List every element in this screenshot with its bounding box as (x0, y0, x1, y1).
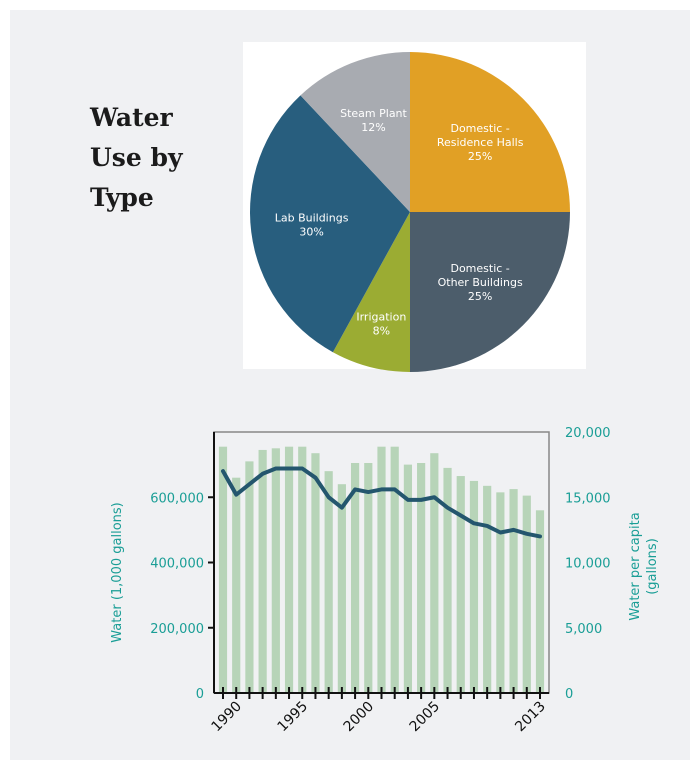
y-tick-label: 0 (196, 687, 204, 702)
bar (535, 510, 545, 693)
pie-slice-label: Residence Halls (437, 136, 524, 149)
bar (456, 476, 465, 693)
bar (417, 462, 426, 693)
chart-title: Water Use by Type (90, 98, 220, 218)
x-tick-label: 1995 (275, 699, 312, 736)
bar (232, 477, 241, 693)
bar (522, 495, 531, 693)
bar (337, 484, 346, 693)
pie-slice-value-label: 25% (468, 150, 492, 163)
x-tick-label: 2013 (512, 699, 549, 736)
title-line: Use by (90, 143, 183, 172)
y2-tick-label: 20,000 (565, 426, 611, 441)
title-line: Water (90, 103, 173, 132)
y-tick-label: 400,000 (150, 557, 204, 572)
bar (364, 462, 373, 693)
bar (324, 471, 333, 693)
y2-tick-label: 5,000 (565, 622, 602, 637)
bar (390, 446, 399, 693)
y2-axis-title: Water per capita (gallons) (628, 512, 660, 620)
pie-slice-label: Domestic - (450, 122, 509, 135)
bar (258, 449, 267, 693)
bar (245, 461, 254, 693)
pie-slice (300, 52, 410, 212)
bar (430, 453, 439, 693)
y2-tick-label: 10,000 (565, 557, 611, 572)
y2-axis-title-line: (gallons) (645, 538, 660, 595)
pie-slice-value-label: 12% (361, 121, 385, 134)
pie-slice-label: Irrigation (356, 311, 406, 324)
bar (469, 480, 479, 693)
bar (443, 467, 452, 693)
y2-tick-label: 0 (565, 687, 573, 702)
y2-axis-title-line: Water per capita (628, 512, 643, 620)
x-tick-label: 2000 (341, 699, 378, 736)
bar (218, 446, 228, 693)
pie-slice (332, 212, 410, 372)
x-tick-label: 1990 (209, 699, 246, 736)
bar (377, 446, 386, 693)
bar (350, 462, 360, 693)
pie-slice-label: Other Buildings (438, 276, 523, 289)
y-tick-label: 600,000 (150, 491, 204, 506)
bar (271, 448, 280, 693)
pie-slice-value-label: 8% (373, 325, 390, 338)
title-line: Type (90, 183, 154, 212)
pie-slice (250, 95, 410, 353)
bar (509, 489, 518, 693)
bar (483, 485, 492, 693)
pie-slice-label: Steam Plant (340, 107, 407, 120)
bar (496, 492, 505, 693)
pie-slice-value-label: 25% (468, 290, 492, 303)
pie-slice-label: Lab Buildings (275, 211, 349, 224)
per-capita-line (221, 466, 542, 539)
bar (284, 446, 294, 693)
x-tick-label: 2005 (407, 699, 444, 736)
pie-slice (410, 52, 570, 212)
y2-tick-label: 15,000 (565, 491, 611, 506)
bar (311, 453, 320, 693)
bar (403, 464, 413, 693)
y-axis-title: Water (1,000 gallons) (110, 502, 125, 642)
bar (298, 446, 307, 693)
pie-slice-value-label: 30% (299, 225, 323, 238)
pie-slice-label: Domestic - (450, 262, 509, 275)
y-tick-label: 200,000 (150, 622, 204, 637)
pie-slice (410, 212, 570, 372)
